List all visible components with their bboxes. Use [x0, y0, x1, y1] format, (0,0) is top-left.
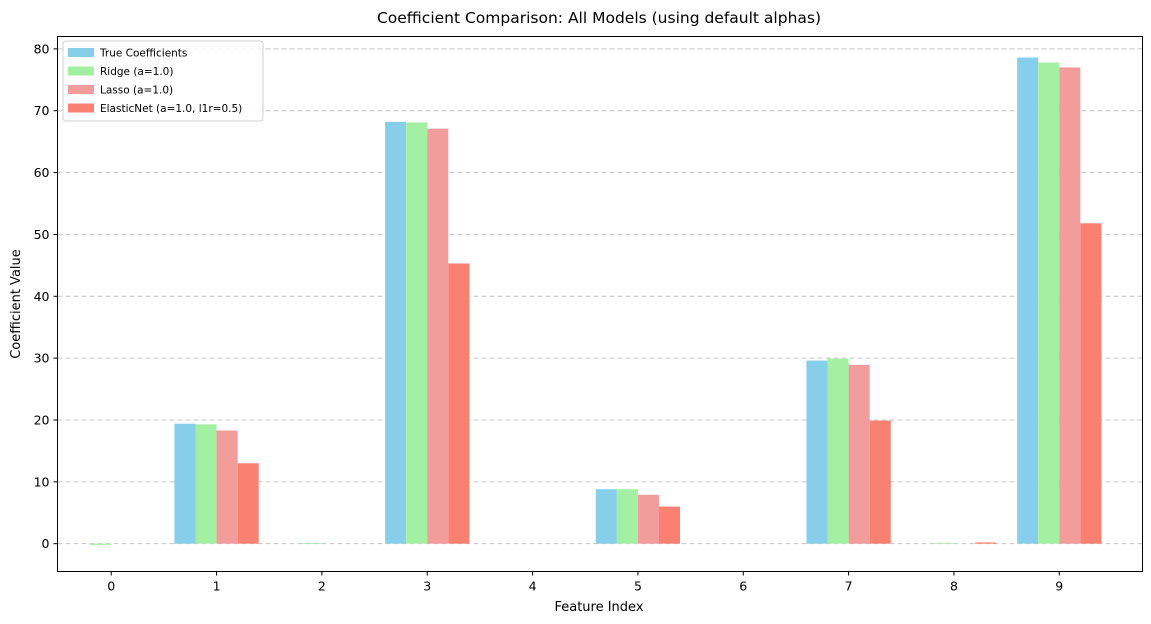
y-tick-label: 10: [34, 474, 50, 489]
bar: [595, 489, 617, 544]
x-tick-label: 0: [107, 579, 115, 594]
x-tick-label: 4: [529, 579, 537, 594]
legend: True Coefficients Ridge (a=1.0) Lasso (a=1…: [62, 40, 264, 122]
x-axis: 0 1 2 3 4 5 6 7 8 9: [107, 571, 1063, 594]
y-tick-label: 20: [34, 412, 50, 427]
y-axis-label: Coefficient Value: [9, 249, 24, 359]
bars: [90, 57, 1102, 545]
bar: [195, 424, 217, 544]
bar: [869, 420, 891, 544]
y-tick-label: 0: [42, 536, 50, 551]
x-axis-label: Feature Index: [554, 600, 643, 615]
x-tick-label: 8: [950, 579, 958, 594]
y-tick-label: 30: [34, 351, 50, 366]
bar: [406, 122, 428, 544]
bar: [806, 360, 828, 544]
legend-swatch: [68, 48, 94, 57]
x-tick-label: 7: [845, 579, 853, 594]
bar: [300, 543, 322, 544]
legend-swatch: [68, 103, 94, 113]
legend-label: True Coefficients: [99, 48, 187, 60]
y-tick-label: 80: [34, 41, 50, 56]
bar: [1017, 57, 1039, 544]
x-tick-label: 9: [1055, 579, 1063, 594]
bar: [1080, 223, 1102, 544]
bar: [385, 121, 407, 544]
legend-box: [62, 40, 264, 122]
bar: [616, 489, 638, 544]
x-tick-label: 3: [423, 579, 431, 594]
bar: [427, 128, 449, 544]
legend-label: ElasticNet (a=1.0, l1r=0.5): [100, 103, 242, 115]
bar: [932, 543, 954, 544]
bar: [658, 506, 681, 544]
legend-label: Lasso (a=1.0): [100, 85, 173, 97]
bar: [848, 364, 870, 544]
bar: [1059, 67, 1081, 544]
bar: [975, 542, 997, 544]
bar: [216, 430, 238, 544]
y-tick-label: 40: [34, 289, 50, 304]
bar: [448, 263, 470, 544]
legend-swatch: [68, 66, 94, 76]
y-tick-label: 70: [34, 103, 50, 118]
chart-title: Coefficient Comparison: All Models (usin…: [377, 9, 821, 27]
bar: [237, 463, 259, 544]
legend-label: Ridge (a=1.0): [100, 66, 173, 78]
x-tick-label: 5: [634, 579, 642, 594]
bar: [827, 358, 849, 544]
bar: [174, 423, 196, 544]
bar: [1038, 62, 1060, 544]
y-tick-label: 60: [34, 165, 50, 180]
x-tick-label: 1: [213, 579, 221, 594]
y-tick-label: 50: [34, 227, 50, 242]
y-axis: 0 10 20 30 40 50 60 70 80: [34, 41, 58, 551]
x-tick-label: 2: [318, 579, 326, 594]
bar: [637, 494, 659, 544]
plot-frame: [57, 36, 1143, 572]
bar: [90, 543, 112, 545]
legend-swatch: [68, 85, 94, 94]
x-tick-label: 6: [739, 579, 747, 594]
